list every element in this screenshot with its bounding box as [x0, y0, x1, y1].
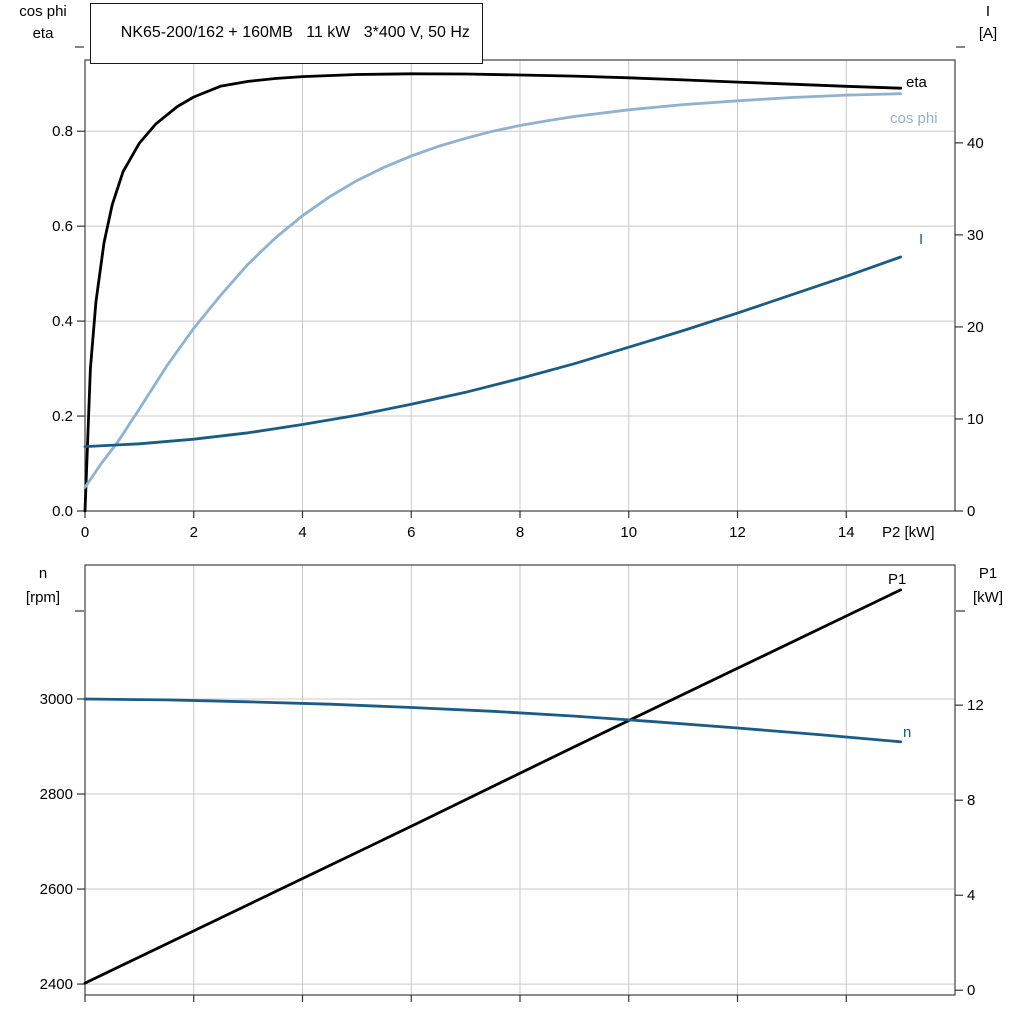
x-tick-label: 12 [729, 524, 746, 541]
y-left-tick-label: 3000 [40, 691, 73, 708]
y-right-tick-label: 12 [967, 697, 984, 714]
current-curve-label: I [919, 231, 923, 248]
x-tick-label: 10 [620, 524, 637, 541]
curve-cos-phi [83, 92, 902, 489]
speed-curve-label: n [903, 724, 911, 741]
p1-curve-label: P1 [888, 571, 906, 588]
y-left-tick-label: 0.8 [52, 123, 73, 140]
right-axis-title: P1 [979, 565, 997, 582]
curve-eta [83, 72, 902, 513]
x-tick-label: 14 [838, 524, 855, 541]
title-text: NK65-200/162 + 160MB 11 kW 3*400 V, 50 H… [120, 24, 470, 41]
curve-I [83, 255, 902, 449]
y-left-tick-label: 0.2 [52, 408, 73, 425]
y-right-tick-label: 4 [967, 887, 975, 904]
bottom-plot: 2400 2600 2800 3000 0 4 8 12 n [rpm] P1 [kW] [26, 564, 1003, 1002]
y-right-tick-label: 30 [967, 227, 984, 244]
left-axis-title: eta [33, 25, 55, 42]
eta-curve-label: eta [906, 74, 928, 91]
left-axis-title: n [39, 565, 47, 582]
cos-phi-curve-label: cos phi [890, 110, 938, 127]
x-tick-label: 4 [298, 524, 306, 541]
y-left-tick-label: 0.4 [52, 313, 73, 330]
x-tick-label: 2 [190, 524, 198, 541]
y-left-tick-label: 2600 [40, 881, 73, 898]
title-box: NK65-200/162 + 160MB 11 kW 3*400 V, 50 H… [90, 3, 483, 64]
y-right-tick-label: 40 [967, 135, 984, 152]
y-left-tick-label: 2400 [40, 976, 73, 993]
x-axis-title: P2 [kW] [882, 524, 935, 541]
y-right-tick-label: 0 [967, 982, 975, 999]
y-left-tick-label: 0.0 [52, 503, 73, 520]
right-axis-title: I [986, 3, 990, 20]
top-plot: 0 2 4 6 8 10 12 14 P2 [kW] 0.0 0.2 0.4 0.6 0.8 0 10 20 30… [19, 3, 997, 541]
left-axis-title: cos phi [19, 3, 67, 20]
right-axis-title: [A] [979, 25, 997, 42]
y-right-tick-label: 10 [967, 411, 984, 428]
x-tick-label: 8 [516, 524, 524, 541]
y-right-tick-label: 20 [967, 319, 984, 336]
curve-P1 [83, 588, 902, 985]
left-axis-title: [rpm] [26, 589, 60, 606]
y-left-tick-label: 2800 [40, 786, 73, 803]
y-right-tick-label: 8 [967, 792, 975, 809]
right-axis-title: [kW] [973, 589, 1003, 606]
x-tick-label: 0 [81, 524, 89, 541]
curve-n [83, 697, 902, 744]
y-left-tick-label: 0.6 [52, 218, 73, 235]
y-right-tick-label: 0 [967, 503, 975, 520]
x-tick-label: 6 [407, 524, 415, 541]
